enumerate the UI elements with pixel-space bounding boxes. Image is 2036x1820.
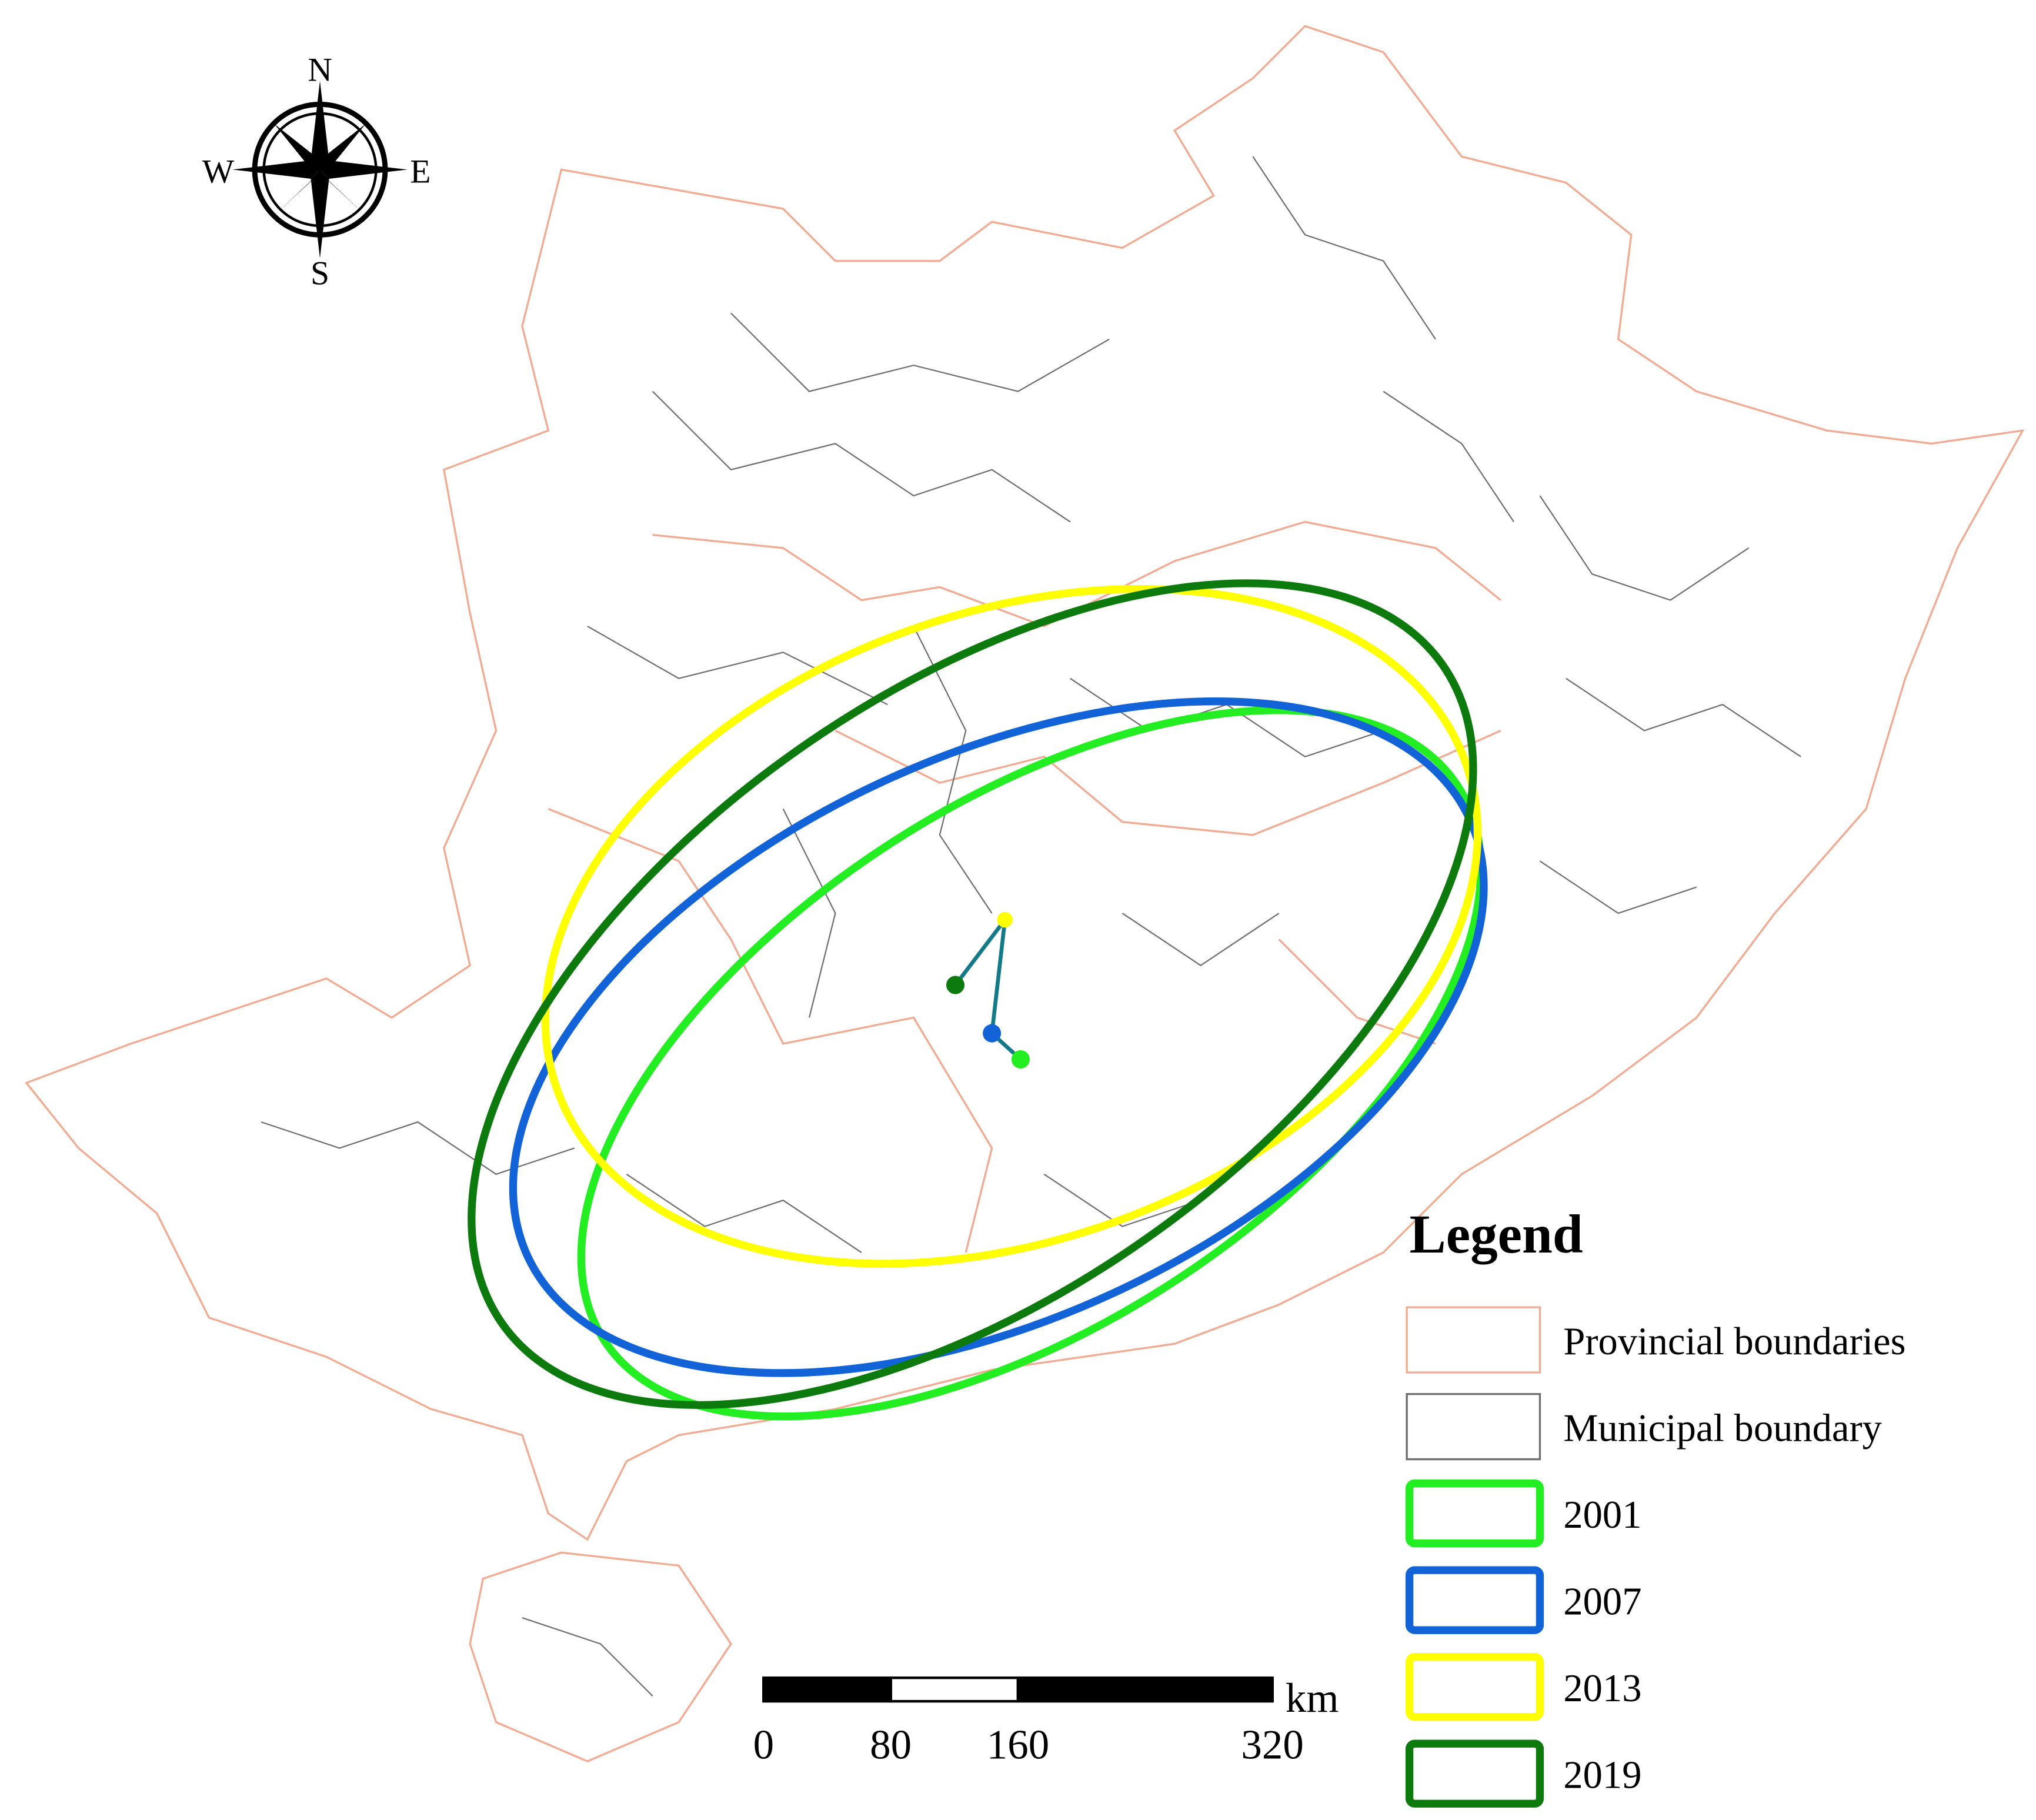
compass-point <box>313 166 366 216</box>
scale-segment <box>762 1676 892 1703</box>
legend: Provincial boundaries Municipal boundary 2… <box>1405 1306 1906 1808</box>
scale-segment <box>889 1676 1020 1703</box>
legend-swatch <box>1405 1566 1544 1634</box>
legend-swatch <box>1405 1739 1544 1808</box>
compass-point <box>316 123 366 172</box>
track-line <box>953 913 1022 1061</box>
legend-swatch <box>1406 1392 1541 1461</box>
centroid-2013 <box>997 911 1013 928</box>
compass-point <box>311 169 329 259</box>
legend-swatch <box>1405 1479 1544 1548</box>
sd-ellipse <box>541 585 1482 1268</box>
scale-unit: km <box>1286 1675 1339 1721</box>
sd-ellipse <box>468 579 1477 1410</box>
scale-segment <box>1016 1676 1274 1703</box>
centroid-track <box>946 911 1030 1069</box>
compass-label: W <box>202 153 235 191</box>
legend-swatch <box>1406 1306 1541 1374</box>
compass-label: S <box>311 255 329 292</box>
scale-label: 160 <box>987 1722 1049 1768</box>
centroid-2019 <box>946 976 965 994</box>
legend-label: 2013 <box>1563 1667 1641 1710</box>
compass-label: N <box>308 52 332 89</box>
legend-swatch <box>1405 1653 1544 1721</box>
compass: N S W E <box>202 52 431 292</box>
centroid-2001 <box>1011 1050 1030 1069</box>
ellipses <box>468 579 1488 1421</box>
legend-label: 2019 <box>1563 1754 1641 1797</box>
compass-label: E <box>410 153 430 191</box>
legend-label: Municipal boundary <box>1563 1407 1882 1450</box>
provincial-boundary <box>469 520 1501 1762</box>
municipal-boundary <box>261 156 1801 1697</box>
compass-point <box>274 123 324 172</box>
scale-label: 80 <box>870 1722 912 1768</box>
centroid-2007 <box>983 1024 1002 1043</box>
compass-point <box>320 160 408 179</box>
legend-title: Legend <box>1410 1204 1583 1265</box>
scale-label: 320 <box>1241 1722 1303 1768</box>
compass-point <box>232 160 321 179</box>
sd-ellipse <box>577 706 1485 1421</box>
legend-label: 2001 <box>1563 1494 1641 1537</box>
provincial-boundary <box>25 25 2025 1541</box>
legend-label: 2007 <box>1563 1581 1641 1624</box>
base-map <box>25 25 2025 1762</box>
compass-point <box>311 81 329 170</box>
scale-label: 0 <box>753 1722 775 1768</box>
legend-label: Provincial boundaries <box>1563 1320 1905 1363</box>
